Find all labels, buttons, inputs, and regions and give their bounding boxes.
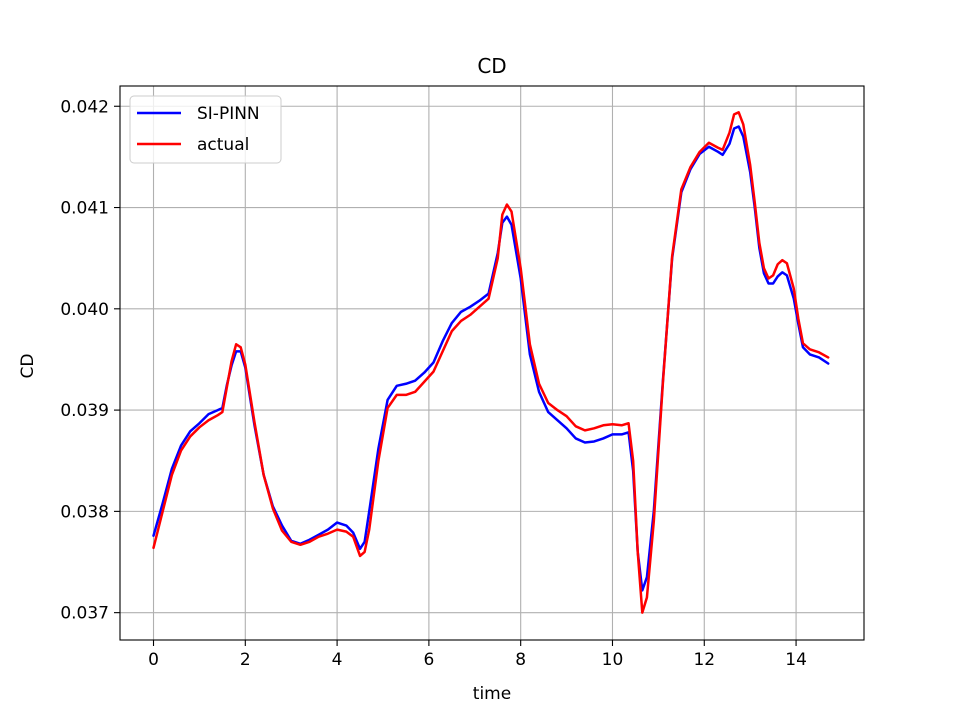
- x-tick-label: 2: [240, 650, 251, 670]
- x-tick-label: 4: [332, 650, 343, 670]
- grid: [120, 86, 864, 640]
- plot-lines: [152, 111, 830, 614]
- axis-ticks: 0 2 4 6 8 10 12 14 0.037 0.038 0.039 0.040 0.041 0.04…: [60, 97, 807, 670]
- x-tick-label: 0: [148, 650, 159, 670]
- y-tick-label: 0.038: [60, 502, 109, 522]
- chart-title: CD: [477, 54, 506, 78]
- y-tick-label: 0.040: [60, 300, 109, 320]
- y-tick-label: 0.037: [60, 604, 109, 624]
- x-tick-label: 8: [515, 650, 526, 670]
- legend: SI-PINN actual: [129, 95, 282, 164]
- legend-label-si-pinn: SI-PINN: [197, 104, 260, 124]
- legend-label-actual: actual: [197, 135, 249, 155]
- y-tick-label: 0.039: [60, 401, 109, 421]
- y-axis-label: CD: [18, 354, 38, 379]
- x-axis-label: time: [473, 684, 511, 704]
- axes-frame: [119, 85, 865, 641]
- series-line-actual: [152, 111, 830, 614]
- x-tick-label: 12: [693, 650, 715, 670]
- y-tick-label: 0.042: [60, 97, 109, 117]
- y-tick-label: 0.041: [60, 199, 109, 219]
- x-tick-label: 10: [602, 650, 624, 670]
- x-tick-label: 14: [785, 650, 807, 670]
- x-tick-label: 6: [423, 650, 434, 670]
